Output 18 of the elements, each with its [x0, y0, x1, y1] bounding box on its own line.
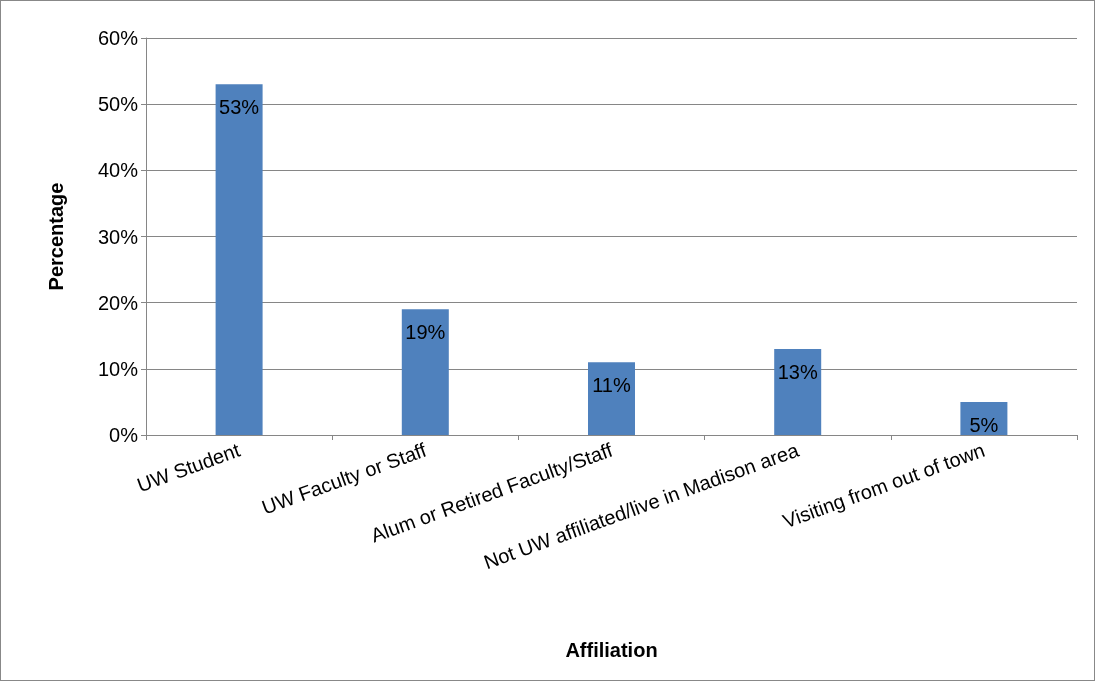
data-label: 11%	[592, 374, 631, 397]
data-label: 13%	[777, 360, 818, 383]
data-label: 5%	[969, 413, 999, 436]
bar	[215, 84, 263, 435]
bar	[401, 309, 449, 435]
y-tick-label: 40%	[97, 159, 139, 182]
data-label: 53%	[219, 96, 260, 119]
y-axis-title: Percentage	[45, 182, 67, 291]
x-axis-title: Affiliation	[565, 639, 658, 661]
y-tick-label: 50%	[97, 93, 139, 116]
data-label: 19%	[405, 321, 446, 344]
y-tick-label: 30%	[97, 225, 139, 248]
bar	[774, 348, 822, 435]
y-tick-label: 10%	[97, 357, 139, 380]
y-tick-label: 60%	[97, 27, 139, 49]
y-tick-label: 0%	[109, 424, 139, 446]
bar	[588, 362, 635, 435]
y-tick-label: 20%	[97, 291, 139, 314]
